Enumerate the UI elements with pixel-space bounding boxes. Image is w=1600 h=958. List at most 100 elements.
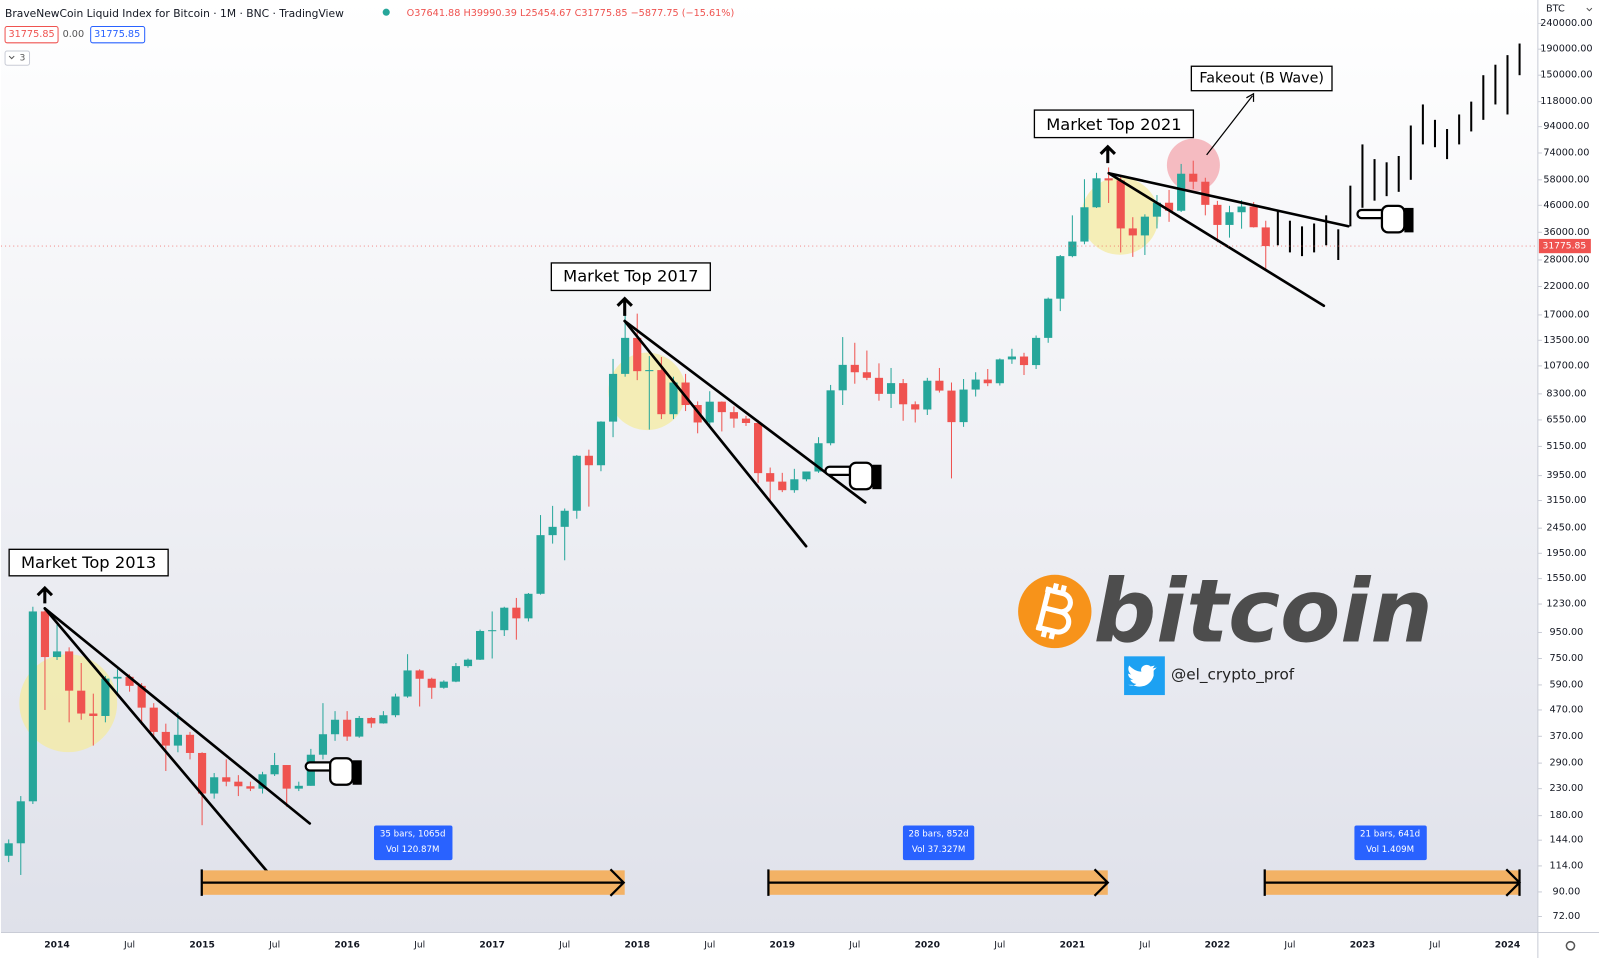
annotation: Fakeout (B Wave): [1199, 70, 1324, 86]
indicator-toggle[interactable]: [4, 50, 31, 66]
indicator-count[interactable]: 3: [19, 53, 25, 64]
hand-icon: [1356, 204, 1414, 234]
candle-body: [886, 383, 896, 394]
ohlc-high: H39990.39: [463, 8, 516, 19]
candle-body: [89, 713, 98, 716]
candle-body: [621, 337, 630, 374]
range-arrow: [767, 868, 1110, 897]
candle-body: [367, 717, 376, 724]
candle-body: [1249, 206, 1258, 228]
range-arrow: [200, 868, 626, 897]
candle-body: [717, 401, 726, 413]
ohlc-open: O37641.88: [407, 8, 461, 19]
ask-price[interactable]: 31775.85: [94, 29, 140, 40]
annotation-box: [550, 262, 711, 292]
spread: 0.00: [63, 29, 85, 40]
annotation: Market Top 2013: [21, 553, 156, 572]
candle-body: [1225, 212, 1234, 225]
y-tick-label: 1550.00: [1546, 573, 1586, 584]
x-tick-label: Jul: [703, 939, 715, 950]
y-tick-label: 1950.00: [1546, 548, 1586, 559]
x-tick-label: Jul: [413, 939, 425, 950]
candle-body: [101, 678, 110, 716]
hand-icons: [304, 204, 1414, 786]
candle-body: [210, 777, 219, 794]
range-label: 35 bars, 1065d: [380, 830, 446, 840]
symbol-title: BraveNewCoin Liquid Index for Bitcoin · …: [5, 7, 344, 20]
candle-body: [1092, 178, 1101, 208]
highlight-circle: [19, 654, 118, 753]
y-tick-label: 58000.00: [1543, 174, 1589, 185]
candle-body: [669, 382, 678, 415]
range-label-box: [373, 825, 453, 861]
trend-line: [43, 607, 275, 880]
date-ranges: 35 bars, 1065d Vol 120.87M 28 bars, 852d…: [200, 825, 1522, 897]
ask-box[interactable]: [90, 25, 146, 44]
candle-body: [488, 630, 497, 632]
candle-body: [137, 685, 146, 708]
candle-body: [343, 719, 352, 737]
trend-lines: [43, 92, 1350, 880]
bid-box[interactable]: [4, 25, 59, 44]
candle-body: [947, 390, 956, 423]
candle-body: [125, 676, 134, 686]
brand: bitcoin @el_crypto_prof: [1018, 560, 1433, 696]
y-tick-label: 150000.00: [1540, 70, 1592, 81]
candle-body: [778, 481, 787, 491]
hand-icon: [304, 757, 362, 786]
candle-body: [911, 404, 920, 410]
candle-body: [645, 370, 654, 372]
candle-body: [391, 696, 400, 716]
candle-body: [995, 359, 1004, 384]
y-tick-label: 370.00: [1549, 731, 1583, 742]
candle-body: [65, 651, 74, 691]
brand-text: bitcoin: [1094, 560, 1433, 662]
price-axis-background: [1537, 0, 1600, 958]
candle-body: [657, 370, 666, 415]
candle-body: [1189, 173, 1198, 182]
candle-body: [814, 443, 823, 472]
candle-body: [451, 666, 460, 682]
range-arrow: [1263, 868, 1522, 897]
range-volume: Vol 1.409M: [1366, 845, 1414, 855]
candle-body: [1007, 356, 1016, 360]
range-label: 21 bars, 641d: [1360, 830, 1420, 840]
arrow: [616, 296, 633, 316]
candle-body: [439, 681, 448, 688]
candle-body: [476, 630, 485, 660]
y-tick-label: 94000.00: [1543, 121, 1589, 132]
candle-body: [113, 676, 122, 679]
annotation: Market Top 2021: [1046, 115, 1181, 134]
x-tick-label: 2017: [479, 939, 504, 950]
candle-body: [1056, 256, 1065, 299]
candle-body: [826, 390, 835, 444]
ohlc-legend: O37641.88 H39990.39 L25454.67 C31775.85 …: [407, 8, 735, 19]
candle-body: [282, 765, 291, 789]
candle-body: [560, 510, 569, 527]
currency-chevron[interactable]: [1586, 7, 1593, 12]
candle-body: [198, 752, 207, 794]
x-tick-label: 2022: [1205, 939, 1230, 950]
range-label-box: [902, 825, 975, 861]
y-tick-label: 74000.00: [1543, 147, 1589, 158]
y-tick-label: 230.00: [1549, 783, 1583, 794]
last-price-label: 31775.85: [1543, 241, 1587, 252]
settings-icon[interactable]: [1565, 940, 1576, 951]
chevron[interactable]: [8, 55, 15, 60]
candle-body: [52, 651, 62, 658]
y-tick-label: 144.00: [1549, 835, 1583, 846]
y-tick-label: 290.00: [1549, 758, 1583, 769]
hand-icon: [824, 461, 882, 491]
x-tick-label: 2015: [189, 939, 214, 950]
candle-body: [705, 401, 714, 423]
candle-body: [222, 777, 231, 782]
range-volume: Vol 37.327M: [912, 845, 965, 855]
candle-body: [596, 421, 606, 466]
x-tick-label: Jul: [268, 939, 280, 950]
trend-line: [623, 319, 808, 548]
candle-body: [40, 611, 50, 658]
candle-body: [838, 364, 847, 391]
x-tick-label: 2021: [1060, 939, 1085, 950]
bid-price[interactable]: 31775.85: [8, 29, 54, 40]
